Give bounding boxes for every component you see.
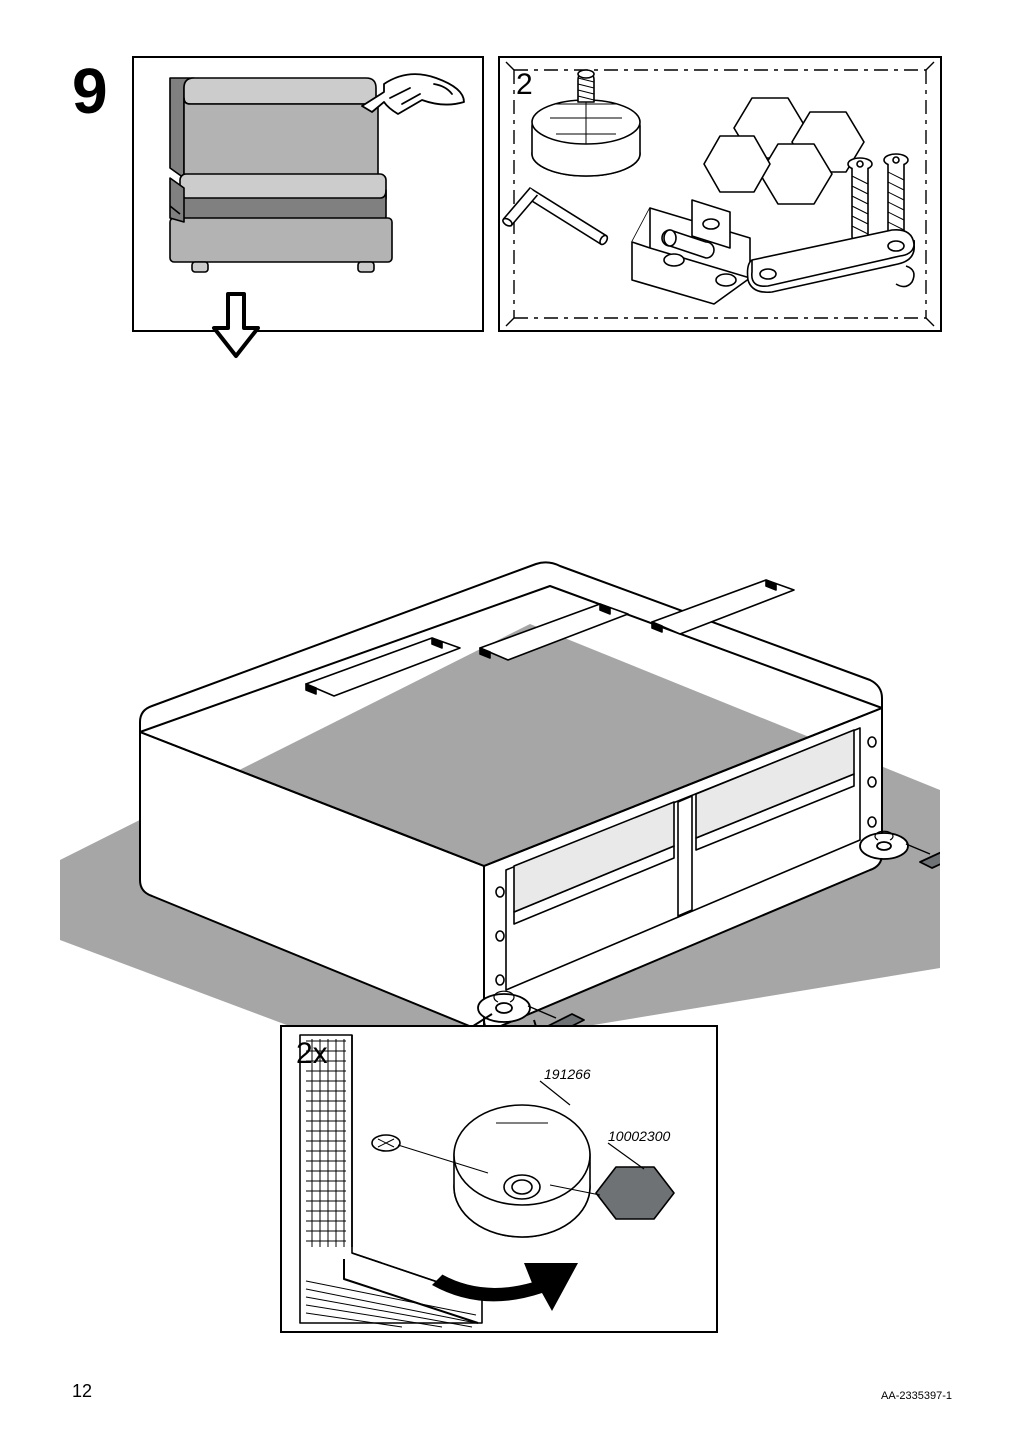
document-id: AA-2335397-1 (881, 1390, 952, 1402)
page-number: 12 (72, 1381, 92, 1402)
parts-bag-illustration (500, 58, 940, 330)
detail-qty-label: 2x (296, 1037, 328, 1071)
page-root: 9 (0, 0, 1012, 1432)
main-illustration (60, 520, 940, 1000)
part-label-b: 10002300 (608, 1128, 671, 1144)
part-label-a: 191266 (544, 1066, 591, 1082)
sofa-thumbnail-illustration (134, 58, 482, 378)
step-number: 9 (72, 54, 108, 128)
foot-qty-label: 2 (516, 68, 533, 102)
detail-callout-panel: 2x (280, 1025, 718, 1333)
detail-illustration: 191266 10002300 (282, 1027, 716, 1331)
parts-bag-panel: 2 (498, 56, 942, 332)
sofa-thumbnail-panel (132, 56, 484, 332)
